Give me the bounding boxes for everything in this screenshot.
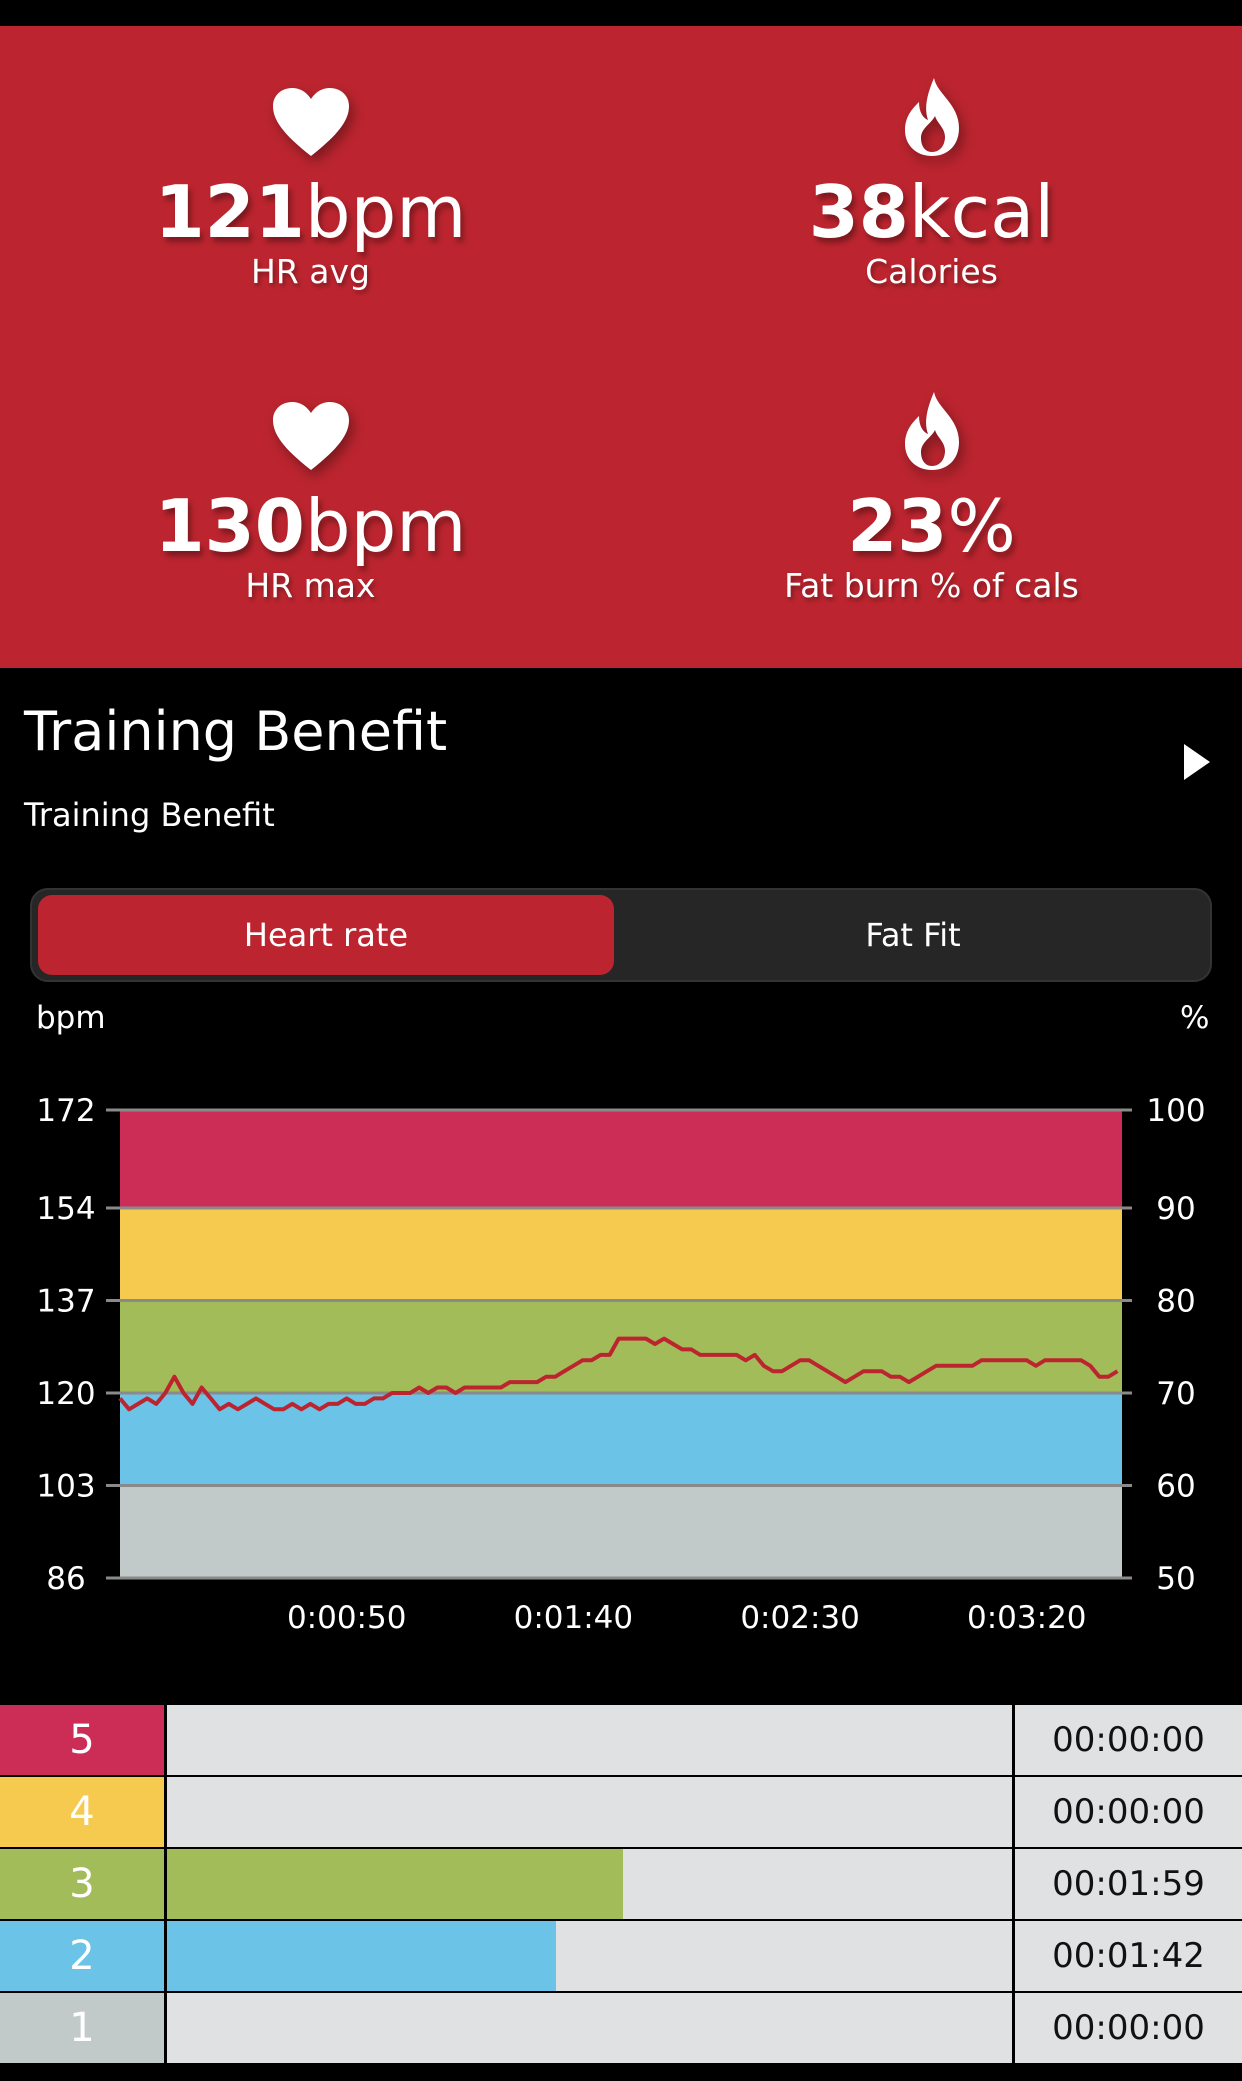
flame-icon — [904, 392, 959, 470]
zone-bar-track — [167, 1705, 1012, 1775]
x-tick: 0:03:20 — [967, 1600, 1087, 1636]
zone-number: 4 — [0, 1777, 164, 1847]
zone-time: 00:01:59 — [1015, 1849, 1242, 1919]
y-tick-right: 50 — [1156, 1561, 1195, 1597]
zone-number: 5 — [0, 1705, 164, 1775]
fat-burn-label: Fat burn % of cals — [784, 566, 1079, 605]
heart-icon — [272, 402, 349, 470]
heart-rate-line — [118, 1336, 1119, 1412]
x-tick: 0:00:50 — [287, 1600, 407, 1636]
section-subtitle: Training Benefit — [24, 796, 275, 834]
axis-ticks: 172 100 154 90 137 80 120 70 103 60 86 50 0:00:50 0:0… — [36, 1093, 1205, 1636]
zone-number: 2 — [0, 1921, 164, 1991]
zone-bar-track — [167, 1849, 1012, 1919]
zone-bar-track — [167, 1993, 1012, 2063]
zone-row-2: 2 00:01:42 — [0, 1921, 1242, 1991]
tab-fat-fit[interactable]: Fat Fit — [865, 916, 961, 954]
tab-heart-rate[interactable]: Heart rate — [38, 895, 614, 975]
x-tick: 0:02:30 — [740, 1600, 860, 1636]
y-tick-right: 70 — [1156, 1376, 1195, 1412]
heart-rate-chart: 172 100 154 90 137 80 120 70 103 60 86 50 0:00:50 0:0… — [36, 1093, 1205, 1636]
zone-time: 00:00:00 — [1015, 1993, 1242, 2063]
zone-band-1 — [120, 1485, 1122, 1578]
section-title: Training Benefit — [24, 700, 448, 763]
zone-row-1: 1 00:00:00 — [0, 1993, 1242, 2063]
summary-stats-panel: 121bpm HR avg 38kcal Calories 130bpm HR … — [0, 26, 1242, 668]
y-tick-left: 103 — [36, 1468, 95, 1504]
y-tick-left: 154 — [36, 1191, 95, 1227]
status-bar — [0, 0, 1242, 26]
hr-max-stat: 130bpm HR max — [0, 400, 621, 606]
grid-lines — [106, 1108, 1132, 1580]
fat-burn-stat: 23% Fat burn % of cals — [621, 390, 1242, 606]
y-tick-left: 120 — [36, 1376, 95, 1412]
y-tick-right: 100 — [1146, 1093, 1205, 1129]
y-tick-left: 137 — [36, 1283, 95, 1319]
zone-band-4 — [120, 1207, 1122, 1301]
zone-number: 3 — [0, 1849, 164, 1919]
hr-avg-stat: 121bpm HR avg — [0, 86, 621, 292]
zone-bar-track — [167, 1921, 1012, 1991]
zone-row-5: 5 00:00:00 — [0, 1705, 1242, 1775]
flame-icon — [904, 78, 959, 156]
zone-bar-track — [167, 1777, 1012, 1847]
heart-icon — [272, 88, 349, 156]
zone-time: 00:01:42 — [1015, 1921, 1242, 1991]
calories-stat: 38kcal Calories — [621, 76, 1242, 292]
hr-max-value: 130bpm — [154, 484, 467, 568]
zone-band-3 — [120, 1300, 1122, 1393]
left-axis-unit: bpm — [36, 1000, 106, 1036]
hr-avg-value: 121bpm — [154, 170, 467, 254]
y-tick-left: 172 — [36, 1093, 95, 1129]
zone-band-5 — [120, 1110, 1122, 1208]
zone-bar — [167, 1849, 624, 1919]
zone-row-4: 4 00:00:00 — [0, 1777, 1242, 1847]
zone-time: 00:00:00 — [1015, 1705, 1242, 1775]
zone-bar — [167, 1921, 556, 1991]
zone-row-3: 3 00:01:59 — [0, 1849, 1242, 1919]
zone-bands — [120, 1110, 1122, 1578]
hr-avg-label: HR avg — [251, 252, 370, 291]
hr-max-label: HR max — [245, 566, 376, 605]
calories-label: Calories — [865, 252, 998, 291]
y-tick-right: 90 — [1156, 1191, 1195, 1227]
chart-mode-toggle: Heart rate Fat Fit — [30, 888, 1212, 982]
zone-time: 00:00:00 — [1015, 1777, 1242, 1847]
heart-rate-series — [118, 1336, 1119, 1412]
y-tick-left: 86 — [46, 1561, 85, 1597]
x-tick: 0:01:40 — [514, 1600, 634, 1636]
fat-burn-value: 23% — [847, 484, 1016, 568]
zone-number: 1 — [0, 1993, 164, 2063]
y-tick-right: 80 — [1156, 1283, 1195, 1319]
chevron-right-icon[interactable] — [1184, 744, 1210, 780]
calories-value: 38kcal — [808, 170, 1055, 254]
y-tick-right: 60 — [1156, 1468, 1195, 1504]
right-axis-unit: % — [1180, 1000, 1210, 1036]
